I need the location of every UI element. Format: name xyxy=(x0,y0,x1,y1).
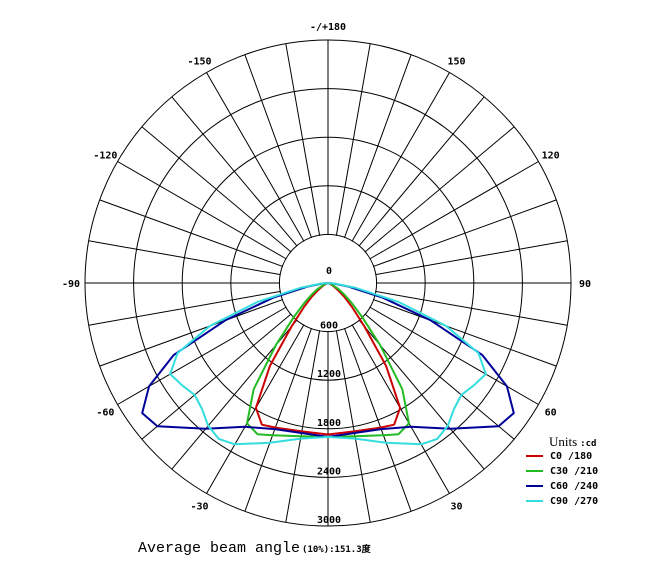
beam-angle-caption: Average beam angle (10%):151.3度 xyxy=(138,540,372,557)
legend-entry: C90 /270 xyxy=(550,496,598,507)
grid-spoke xyxy=(375,290,568,326)
radial-tick-label: 3000 xyxy=(317,515,341,526)
grid-spoke xyxy=(343,327,412,512)
grid-spoke xyxy=(358,96,485,247)
angle-label: 120 xyxy=(542,151,560,162)
legend: Units:cd C0 /180 C30 /210 C60 /240 C90 /270 xyxy=(526,434,598,507)
grid-spoke xyxy=(335,330,371,523)
grid-spoke xyxy=(244,327,313,512)
chart-labels: -/+180 150 -150 120 -120 90 -90 60 -60 30 -30 0 600 1… xyxy=(62,22,591,526)
grid-spoke xyxy=(141,126,292,253)
grid-spoke xyxy=(117,161,287,260)
grid-spoke xyxy=(285,330,321,523)
series-curve-c90 xyxy=(169,282,487,446)
angle-label: -/+180 xyxy=(310,22,346,33)
legend-entry: C60 /240 xyxy=(550,481,598,492)
grid-spoke xyxy=(206,72,305,242)
radial-tick-label: 0 xyxy=(326,266,332,277)
grid-spoke xyxy=(364,313,515,440)
grid-spoke xyxy=(364,126,515,253)
grid-spoke xyxy=(372,298,557,367)
grid-spoke xyxy=(351,72,450,242)
grid-spoke xyxy=(88,290,281,326)
angle-label: 150 xyxy=(447,56,465,67)
grid-spoke xyxy=(285,43,321,236)
radial-tick-label: 1200 xyxy=(317,369,341,380)
angle-label: -90 xyxy=(62,279,80,290)
grid-spoke xyxy=(372,199,557,268)
intensity-curves xyxy=(141,282,515,446)
angle-label: 60 xyxy=(545,408,557,419)
legend-entry: C30 /210 xyxy=(550,466,598,477)
grid-spoke xyxy=(88,240,281,276)
radial-tick-label: 600 xyxy=(320,321,338,332)
angle-label: -150 xyxy=(187,56,211,67)
legend-title: Units:cd xyxy=(549,434,596,449)
radial-tick-label: 1800 xyxy=(317,418,341,429)
grid-spoke xyxy=(141,313,292,440)
angle-label: -30 xyxy=(190,502,208,513)
grid-spoke xyxy=(369,306,539,405)
polar-grid xyxy=(84,39,572,527)
grid-spoke xyxy=(335,43,371,236)
grid-spoke xyxy=(99,199,284,268)
grid-spoke xyxy=(171,96,298,247)
grid-spoke xyxy=(343,54,412,239)
radial-tick-label: 2400 xyxy=(317,466,341,477)
series-curve-c0 xyxy=(254,282,402,436)
grid-spoke xyxy=(369,161,539,260)
angle-label: -120 xyxy=(93,151,117,162)
legend-entry: C0 /180 xyxy=(550,451,592,462)
grid-spoke xyxy=(375,240,568,276)
angle-label: 90 xyxy=(579,279,591,290)
grid-spoke xyxy=(244,54,313,239)
grid-spoke xyxy=(117,306,287,405)
angle-label: -60 xyxy=(96,408,114,419)
grid-spoke xyxy=(99,298,284,367)
angle-label: 30 xyxy=(450,502,462,513)
